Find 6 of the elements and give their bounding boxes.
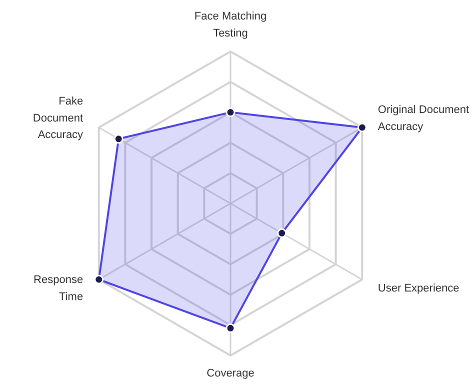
spoke-label: User Experience bbox=[378, 282, 460, 295]
spoke-label: Original Document Accuracy bbox=[378, 104, 470, 133]
spoke-label: Face Matching Testing bbox=[194, 10, 267, 40]
spoke-label: Response Time bbox=[34, 274, 84, 304]
spoke-label: Fake Document Accuracy bbox=[32, 96, 84, 142]
spoke-label: Coverage bbox=[206, 368, 254, 380]
